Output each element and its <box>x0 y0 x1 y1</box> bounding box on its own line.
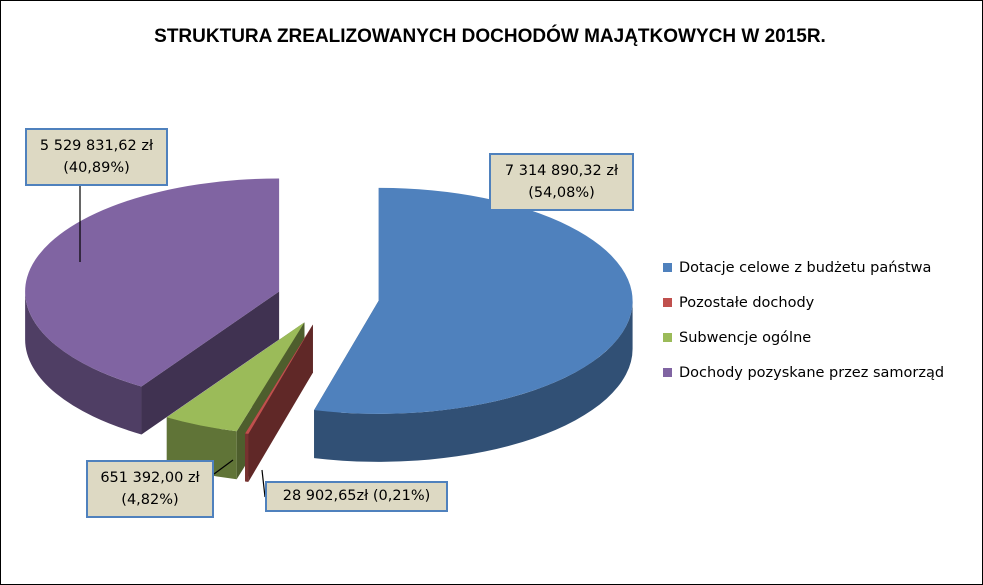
pie-slice-samorzad-wall-0 <box>141 291 280 435</box>
pie-slice-pozostale-wall-1 <box>245 324 313 482</box>
legend-item-pozostale: Pozostałe dochody <box>663 285 944 320</box>
legend-label-samorzad: Dochody pozyskane przez samorząd <box>679 364 945 381</box>
data-label-subwencje-value: 651 392,00 zł <box>100 470 200 486</box>
legend-item-subwencje: Subwencje ogólne <box>663 320 944 355</box>
data-label-pozostale-value: 28 902,65zł <box>282 488 369 504</box>
legend-item-dotacje: Dotacje celowe z budżetu państwa <box>663 250 944 285</box>
leader-line-pozostale <box>261 469 266 498</box>
pie-slice-samorzad-side <box>25 291 142 435</box>
data-label-dotacje-value: 7 314 890,32 zł <box>504 163 619 179</box>
chart-title: STRUKTURA ZREALIZOWANYCH DOCHODÓW MAJĄTK… <box>154 25 826 47</box>
data-label-dotacje-percent: (54,08%) <box>528 185 595 201</box>
pie-slice-samorzad <box>25 178 280 435</box>
legend-swatch-subwencje <box>663 333 672 342</box>
data-label-subwencje: 651 392,00 zł (4,82%) <box>86 460 214 518</box>
data-label-dotacje: 7 314 890,32 zł (54,08%) <box>489 153 634 211</box>
legend-label-pozostale: Pozostałe dochody <box>679 294 815 311</box>
legend-label-subwencje: Subwencje ogólne <box>679 329 812 346</box>
pie-slice-samorzad-top <box>25 178 280 387</box>
pie-slice-dotacje-side <box>314 300 633 462</box>
pie-slice-dotacje <box>314 187 633 462</box>
legend-swatch-pozostale <box>663 298 672 307</box>
pie-slice-pozostale-side <box>245 433 249 482</box>
legend-item-samorzad: Dochody pozyskane przez samorząd <box>663 355 944 390</box>
legend-swatch-samorzad <box>663 368 672 377</box>
data-label-pozostale: 28 902,65zł (0,21%) <box>265 481 448 512</box>
data-label-samorzad-percent: (40,89%) <box>63 160 130 176</box>
data-label-pozostale-percent: (0,21%) <box>372 488 431 504</box>
pie-slice-subwencje-top <box>166 322 305 432</box>
pie-slice-pozostale-top <box>245 324 313 434</box>
legend: Dotacje celowe z budżetu państwa Pozosta… <box>663 250 944 390</box>
legend-swatch-dotacje <box>663 263 672 272</box>
legend-label-dotacje: Dotacje celowe z budżetu państwa <box>679 259 932 276</box>
leader-line-subwencje <box>213 459 234 475</box>
data-label-subwencje-percent: (4,82%) <box>121 492 179 508</box>
data-label-samorzad-value: 5 529 831,62 zł <box>39 138 154 154</box>
pie-slice-pozostale <box>245 324 313 482</box>
data-label-samorzad: 5 529 831,62 zł (40,89%) <box>25 128 168 186</box>
pie-slice-dotacje-top <box>314 187 633 414</box>
